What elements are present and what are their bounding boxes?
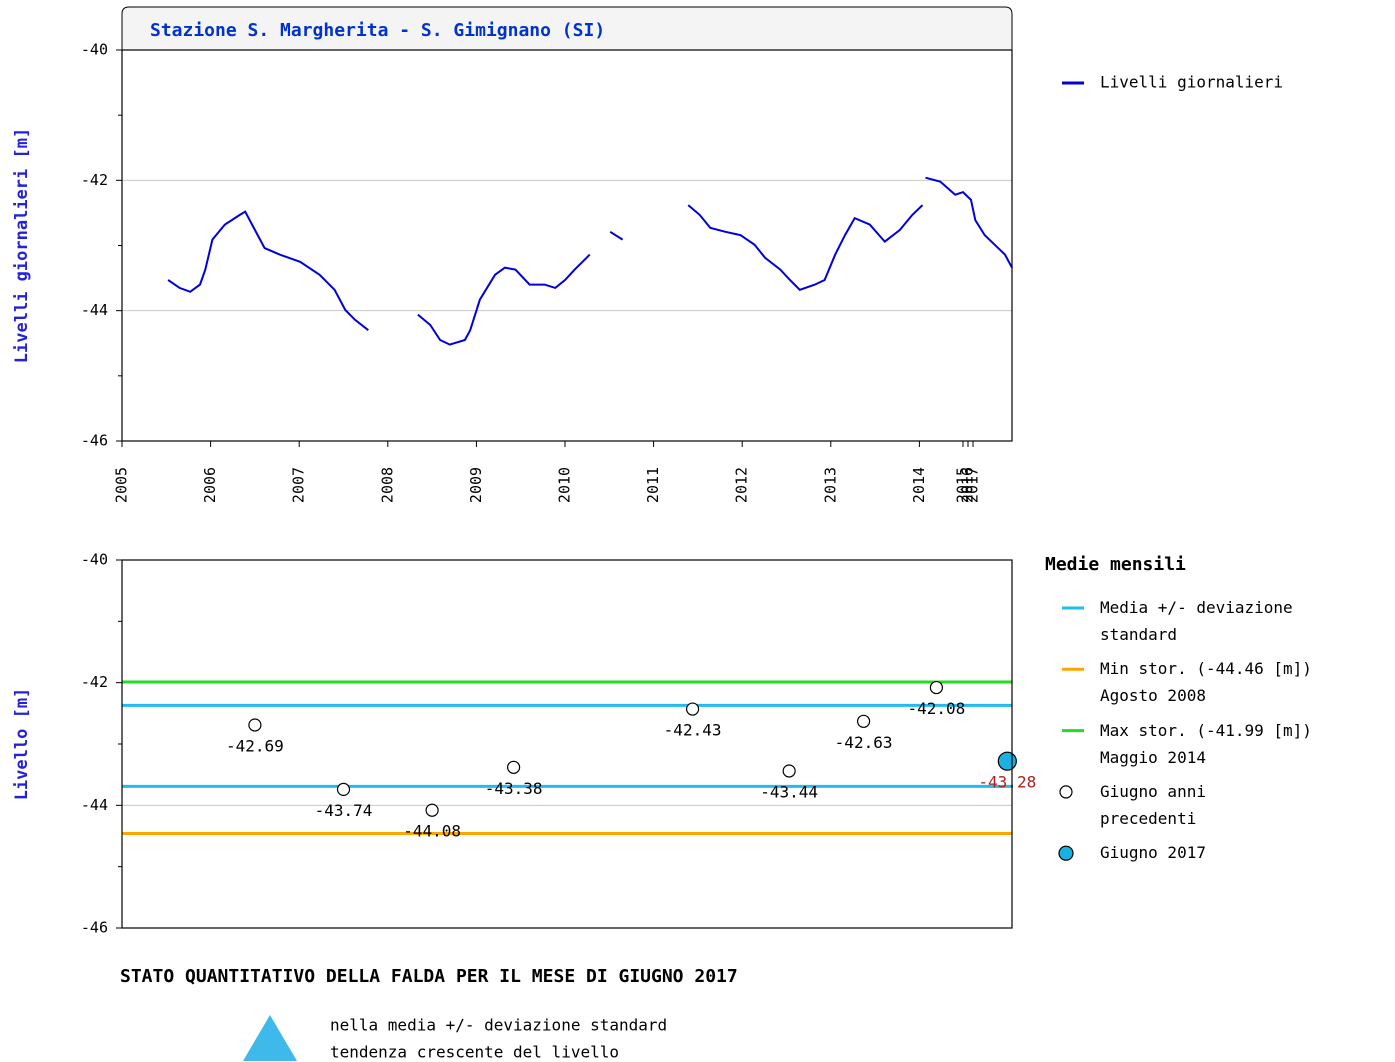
data-label: -44.08 <box>403 822 461 841</box>
chart-title: Stazione S. Margherita - S. Gimignano (S… <box>150 20 605 41</box>
data-point <box>685 702 700 716</box>
legend-label: Min stor. (-44.46 [m]) Agosto 2008 <box>1100 659 1312 706</box>
data-label: -42.43 <box>664 721 722 740</box>
plot-frame <box>121 49 1013 442</box>
y-tick-label: -44 <box>81 796 108 814</box>
y-tick-label: -46 <box>81 919 108 937</box>
y-axis-label: Livelli giornalieri [m] <box>12 128 32 363</box>
data-point <box>997 751 1017 771</box>
data-label: -42.08 <box>908 699 966 718</box>
status-line: nella media +/- deviazione standard <box>330 1016 667 1035</box>
y-tick-label: -46 <box>81 432 108 450</box>
data-label: -43.38 <box>485 779 543 798</box>
x-tick-label: 2015 <box>954 467 972 503</box>
y-tick-label: -40 <box>81 551 108 569</box>
legend-label: Giugno 2017 <box>1100 843 1206 863</box>
y-tick-label: -42 <box>81 171 108 189</box>
data-label: -42.63 <box>835 733 893 752</box>
x-tick-label: 2008 <box>378 467 396 503</box>
x-tick-label: 2009 <box>467 467 485 503</box>
x-tick-label: 2006 <box>201 467 219 503</box>
y-tick-label: -42 <box>81 673 108 691</box>
x-tick-label: 2014 <box>910 467 928 503</box>
title-box <box>121 6 1013 51</box>
x-tick-label: 2010 <box>556 467 574 503</box>
legend-marker <box>1059 785 1073 799</box>
legend-label: Max stor. (-41.99 [m]) Maggio 2014 <box>1100 720 1312 767</box>
x-tick-label: 2007 <box>290 467 308 503</box>
legend-label: Giugno anni precedenti <box>1100 781 1206 828</box>
status-title: STATO QUANTITATIVO DELLA FALDA PER IL ME… <box>120 966 738 987</box>
data-label: -42.69 <box>226 736 284 755</box>
data-point <box>507 760 521 774</box>
data-label: -43.44 <box>760 782 818 801</box>
x-tick-label: 2017 <box>964 467 982 503</box>
data-point <box>856 714 871 728</box>
legend-label: Media +/- deviazione standard <box>1100 598 1293 644</box>
legend-label: Livelli giornalieri <box>1100 73 1283 92</box>
data-label: -43.74 <box>315 801 373 820</box>
data-point <box>782 764 796 778</box>
x-tick-label: 2016 <box>959 467 977 503</box>
plot-area <box>122 560 1012 928</box>
data-point <box>248 718 262 732</box>
status-icon <box>243 1015 297 1061</box>
x-tick-label: 2012 <box>733 467 751 503</box>
legend-title: Medie mensili <box>1045 554 1186 575</box>
x-tick-label: 2013 <box>821 467 839 503</box>
plot-frame <box>121 559 1013 929</box>
data-line <box>167 176 1013 346</box>
data-point <box>425 803 439 817</box>
y-tick-label: -44 <box>81 301 108 319</box>
y-axis-label: Livello [m] <box>12 688 32 801</box>
legend-marker <box>1058 845 1074 861</box>
plot-area <box>122 50 1012 441</box>
x-tick-label: 2011 <box>644 467 662 503</box>
status-line: tendenza crescente del livello <box>330 1043 619 1062</box>
y-tick-label: -40 <box>81 41 108 59</box>
data-point <box>336 782 351 796</box>
data-label: -43.28 <box>978 773 1036 792</box>
data-point <box>929 680 944 695</box>
x-tick-label: 2005 <box>113 467 131 503</box>
